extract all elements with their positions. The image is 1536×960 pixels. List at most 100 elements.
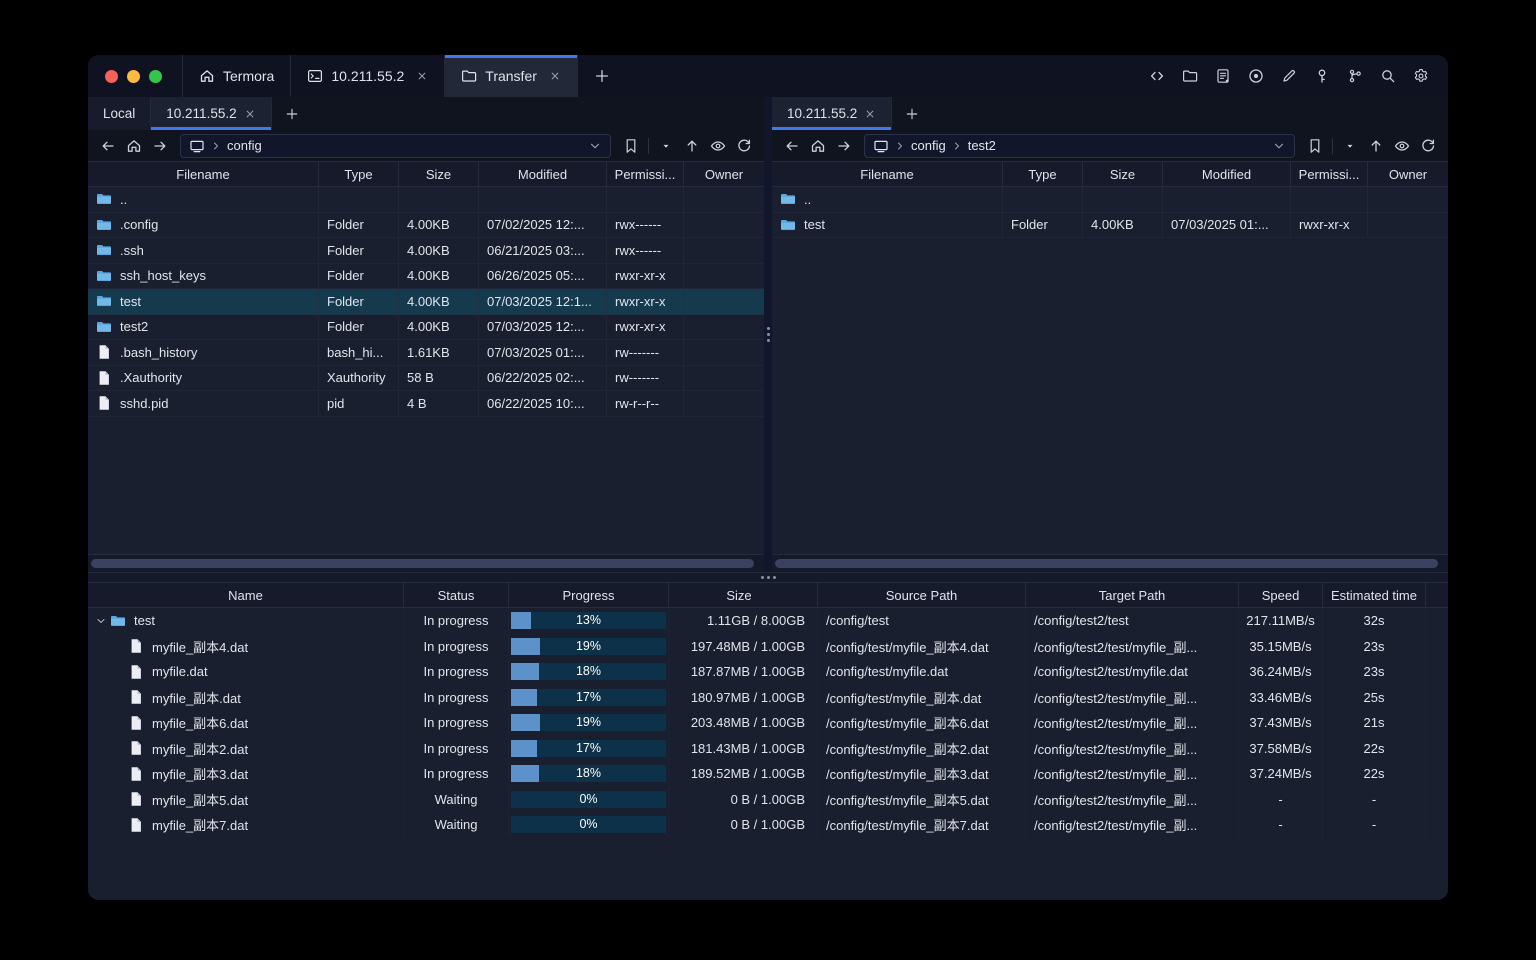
- transfer-row[interactable]: myfile_副本6.dat In progress 19% 203.48MB …: [88, 710, 1448, 736]
- column-header-type[interactable]: Type: [1003, 162, 1083, 186]
- vertical-splitter[interactable]: [764, 97, 772, 572]
- path-bar[interactable]: config: [180, 133, 611, 158]
- tab-remote-host[interactable]: 10.211.55.2: [772, 97, 893, 130]
- path-segment[interactable]: config: [210, 138, 262, 153]
- file-row[interactable]: ..: [88, 187, 764, 213]
- show-hidden-button[interactable]: [1390, 134, 1414, 158]
- expand-chevron-icon[interactable]: [92, 615, 110, 627]
- column-header-modified[interactable]: Modified: [479, 162, 607, 186]
- transfer-row[interactable]: myfile_副本4.dat In progress 19% 197.48MB …: [88, 633, 1448, 659]
- path-dropdown-button[interactable]: [1272, 139, 1286, 153]
- forward-button[interactable]: [832, 134, 856, 158]
- tab-transfer[interactable]: Transfer: [445, 55, 578, 97]
- column-header-owner[interactable]: Owner: [1388, 166, 1428, 182]
- transfer-row[interactable]: myfile.dat In progress 18% 187.87MB / 1.…: [88, 659, 1448, 685]
- record-icon[interactable]: [1243, 63, 1269, 89]
- keychain-icon[interactable]: [1342, 63, 1368, 89]
- home-button[interactable]: [806, 134, 830, 158]
- parent-directory-button[interactable]: [1364, 134, 1388, 158]
- close-window-button[interactable]: [105, 69, 118, 83]
- log-icon[interactable]: [1210, 63, 1236, 89]
- path-dropdown-button[interactable]: [588, 139, 602, 153]
- bookmark-dropdown-button[interactable]: [1338, 134, 1362, 158]
- home-button[interactable]: [122, 134, 146, 158]
- zoom-window-button[interactable]: [149, 69, 162, 83]
- new-pane-tab-button[interactable]: [892, 97, 932, 130]
- back-button[interactable]: [780, 134, 804, 158]
- path-bar[interactable]: config test2: [864, 133, 1295, 158]
- progress-label: 18%: [575, 664, 602, 679]
- horizontal-splitter[interactable]: [88, 572, 1448, 583]
- tab-local[interactable]: Local: [88, 97, 152, 130]
- scrollbar-thumb[interactable]: [91, 559, 755, 568]
- code-icon[interactable]: [1144, 63, 1170, 89]
- column-header-permissions[interactable]: Permissi...: [607, 162, 684, 186]
- file-row[interactable]: test Folder 4.00KB 07/03/2025 01:... rwx…: [772, 212, 1448, 238]
- parent-directory-button[interactable]: [680, 134, 704, 158]
- file-row[interactable]: .Xauthority Xauthority 58 B 06/22/2025 0…: [88, 365, 764, 391]
- transfer-eta: 23s: [1323, 659, 1426, 685]
- column-header-speed[interactable]: Speed: [1239, 583, 1323, 607]
- minimize-window-button[interactable]: [127, 69, 140, 83]
- back-button[interactable]: [96, 134, 120, 158]
- refresh-button[interactable]: [732, 134, 756, 158]
- bookmark-dropdown-button[interactable]: [654, 134, 678, 158]
- transfer-row[interactable]: myfile_副本5.dat Waiting 0% 0 B / 1.00GB /…: [88, 786, 1448, 812]
- column-header-estimated-time[interactable]: Estimated time: [1323, 583, 1426, 607]
- close-tab-icon[interactable]: [416, 70, 428, 82]
- column-header-size[interactable]: Size: [669, 583, 818, 607]
- file-row[interactable]: .config Folder 4.00KB 07/02/2025 12:... …: [88, 212, 764, 238]
- transfer-status: In progress: [404, 684, 509, 710]
- close-tab-icon[interactable]: [549, 70, 561, 82]
- file-row[interactable]: ssh_host_keys Folder 4.00KB 06/26/2025 0…: [88, 263, 764, 289]
- bookmark-button[interactable]: [1303, 134, 1327, 158]
- file-row[interactable]: test Folder 4.00KB 07/03/2025 12:1... rw…: [88, 289, 764, 315]
- key-icon[interactable]: [1309, 63, 1335, 89]
- file-row[interactable]: ..: [772, 187, 1448, 213]
- edit-icon[interactable]: [1276, 63, 1302, 89]
- new-pane-tab-button[interactable]: [272, 97, 312, 130]
- transfer-row[interactable]: myfile_副本2.dat In progress 17% 181.43MB …: [88, 735, 1448, 761]
- file-row[interactable]: .bash_history bash_hi... 1.61KB 07/03/20…: [88, 340, 764, 366]
- column-header-name[interactable]: Name: [88, 583, 404, 607]
- transfer-row[interactable]: test In progress 13% 1.11GB / 8.00GB /co…: [88, 608, 1448, 634]
- path-segment[interactable]: test2: [951, 138, 996, 153]
- settings-icon[interactable]: [1408, 63, 1434, 89]
- column-header-size[interactable]: Size: [1083, 162, 1163, 186]
- column-header-size[interactable]: Size: [399, 162, 479, 186]
- search-icon[interactable]: [1375, 63, 1401, 89]
- tab-host[interactable]: 10.211.55.2: [291, 55, 446, 97]
- column-header-filename[interactable]: Filename: [88, 162, 319, 186]
- refresh-button[interactable]: [1416, 134, 1440, 158]
- forward-button[interactable]: [148, 134, 172, 158]
- left-horizontal-scrollbar[interactable]: [88, 554, 764, 572]
- close-tab-icon[interactable]: [244, 108, 256, 120]
- folder-icon[interactable]: [1177, 63, 1203, 89]
- new-tab-button[interactable]: [578, 55, 626, 97]
- transfer-row[interactable]: myfile_副本7.dat Waiting 0% 0 B / 1.00GB /…: [88, 812, 1448, 838]
- file-row[interactable]: sshd.pid pid 4 B 06/22/2025 10:... rw-r-…: [88, 391, 764, 417]
- file-row[interactable]: .ssh Folder 4.00KB 06/21/2025 03:... rwx…: [88, 238, 764, 264]
- show-hidden-button[interactable]: [706, 134, 730, 158]
- column-header-source-path[interactable]: Source Path: [818, 583, 1026, 607]
- column-header-permissions[interactable]: Permissi...: [1291, 162, 1368, 186]
- column-header-progress[interactable]: Progress: [509, 583, 669, 607]
- column-header-filename[interactable]: Filename: [772, 162, 1003, 186]
- column-header-owner[interactable]: Owner: [704, 166, 744, 182]
- tab-remote-host[interactable]: 10.211.55.2: [151, 97, 272, 130]
- column-header-type[interactable]: Type: [319, 162, 399, 186]
- transfer-row[interactable]: myfile_副本3.dat In progress 18% 189.52MB …: [88, 761, 1448, 787]
- bookmark-button[interactable]: [619, 134, 643, 158]
- path-segment[interactable]: config: [894, 138, 946, 153]
- scrollbar-thumb[interactable]: [775, 559, 1439, 568]
- tab-termora[interactable]: Termora: [183, 55, 292, 97]
- column-header-modified[interactable]: Modified: [1163, 162, 1291, 186]
- file-type-icon: [128, 791, 145, 807]
- right-horizontal-scrollbar[interactable]: [772, 554, 1448, 572]
- transfer-row[interactable]: myfile_副本.dat In progress 17% 180.97MB /…: [88, 684, 1448, 710]
- close-tab-icon[interactable]: [864, 108, 876, 120]
- column-header-target-path[interactable]: Target Path: [1026, 583, 1239, 607]
- column-header-status[interactable]: Status: [404, 583, 509, 607]
- file-row[interactable]: test2 Folder 4.00KB 07/03/2025 12:... rw…: [88, 314, 764, 340]
- transfer-target-path: /config/test2/test/myfile_副...: [1026, 786, 1239, 812]
